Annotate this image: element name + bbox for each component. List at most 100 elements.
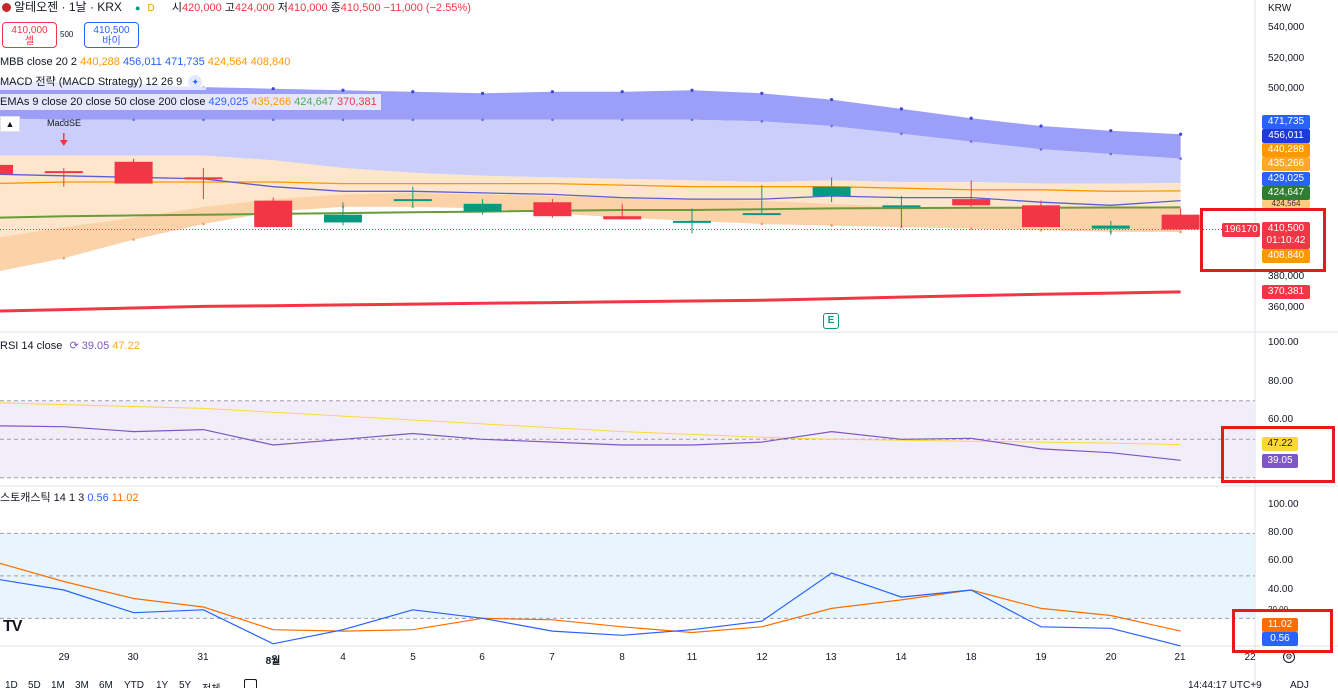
candle-body [812,186,851,196]
sell-price: 410,000 [11,25,48,36]
time-axis-label: 13 [825,652,837,663]
price-tag-bb-mid: 440,288 [1262,143,1310,157]
utc-clock[interactable]: 14:44:17 UTC+9 [1188,680,1262,688]
ohlc-values: 시420,000 고424,000 저410,000 종410,500 −11,… [171,2,471,14]
bar-countdown: 01:10:42 [1266,235,1306,246]
range-button-6m[interactable]: 6M [99,680,113,688]
buy-label: 바이 [102,36,121,47]
candle-body [184,177,223,180]
bb-outer-lower-band [0,192,1181,271]
time-axis-label: 20 [1105,652,1117,663]
price-tag-ema9: 429,025 [1262,172,1310,186]
bb-upper1-point [481,118,484,122]
bb-lower-point [969,227,973,230]
candle-body [533,202,572,217]
stoch-axis-label: 40.00 [1268,584,1294,595]
candle-body [1091,225,1130,229]
range-button-1m[interactable]: 1M [51,680,65,688]
bb-upper1-point [690,118,694,122]
legend-macd-strategy[interactable]: MACD 전략 (MACD Strategy) 12 26 9 ✦ [0,74,207,90]
bb-lower-point [132,238,135,241]
refresh-icon[interactable]: ⟳ [69,340,79,352]
stoch-axis-label: 60.00 [1268,555,1294,566]
bb-upper-point [1179,132,1183,136]
symbol-title[interactable]: 알테오젠 · 1날 · KRX [14,0,122,14]
ema200-line [0,290,1181,313]
candle-body [882,205,921,208]
range-button-1d[interactable]: 1D [5,680,18,688]
volume-tag: 196170 [1222,223,1260,237]
buy-button[interactable]: 410,500 바이 [84,22,139,48]
annotation-box-stochastic [1232,609,1333,653]
bb-lower-point [830,224,833,227]
calendar-icon[interactable] [244,679,257,688]
candle-body [114,161,153,184]
bb-upper-point [1109,129,1113,133]
candle-body [1022,205,1060,228]
adj-toggle[interactable]: ADJ [1290,680,1309,688]
bb-inner-upper-band [0,118,1181,184]
candle-body [44,171,83,174]
legend-rsi[interactable]: RSI 14 close ⟳ 39.05 47.22 [0,338,144,354]
order-quantity[interactable]: 500 [60,30,74,39]
time-axis-label: 7 [549,652,555,663]
range-button-ytd[interactable]: YTD [124,680,144,688]
time-axis-label: 14 [895,652,907,663]
time-axis-label: 8월 [265,656,281,667]
price-axis-label: 380,000 [1268,271,1305,282]
stoch-axis-label: 80.00 [1268,527,1294,538]
range-button-3m[interactable]: 3M [75,680,89,688]
time-axis-label: 30 [127,652,139,663]
symbol-header: 알테오젠 · 1날 · KRX ● D 시420,000 고424,000 저4… [2,0,471,16]
bb-upper1-point [900,132,903,136]
range-button-1y[interactable]: 1Y [156,680,169,688]
bb-upper-point [341,88,345,92]
bb-lower-point [62,256,66,260]
bb-upper1-point [1109,152,1113,156]
candle-body [1161,214,1200,230]
bb-upper1-point [341,118,345,122]
price-tag-bb-lower1: 424,564 [1262,200,1310,208]
tradingview-logo[interactable]: TV [3,618,22,635]
rsi-axis-label: 100.00 [1268,337,1299,348]
bb-upper1-point [132,118,135,122]
collapse-legend-chevron-up-icon[interactable]: ▲ [0,116,20,132]
legend-emas[interactable]: EMAs 9 close 20 close 50 close 200 close… [0,94,381,110]
bb-upper-point [550,90,555,94]
currency-label[interactable]: KRW [1268,3,1292,14]
bb-upper-point [899,107,904,111]
time-axis-label: 31 [197,652,209,663]
range-button-all[interactable]: 전체 [202,680,220,688]
bb-upper1-point [830,124,833,128]
rsi-axis-label: 60.00 [1268,414,1294,425]
range-button-5y[interactable]: 5Y [179,680,192,688]
price-axis-label: 360,000 [1268,302,1305,313]
bb-upper1-point [1179,157,1182,160]
time-axis-label: 22 [1244,652,1256,663]
stoch-k-tag: 0.56 [1262,632,1298,646]
price-tag-bb-upper2: 471,735 [1262,115,1310,129]
bb-lower-point [1179,230,1182,234]
earnings-icon[interactable]: E [823,313,839,329]
legend-stochastic[interactable]: 스토캐스틱 14 1 3 0.56 11.02 [0,490,143,506]
bb-upper1-point [969,140,973,143]
rsi-ma-tag: 47.22 [1262,437,1298,451]
bb-lower-point [202,222,205,226]
candle-body [0,164,13,175]
legend-mbb[interactable]: MBB close 20 2 440,288 456,011 471,735 4… [0,54,295,70]
stoch-d-tag: 11.02 [1262,618,1298,632]
bb-upper1-point [551,118,554,122]
bb-upper1-point [1039,148,1043,151]
bb-upper-point [969,116,973,120]
bb-upper-point [411,90,415,94]
bb-upper1-point [202,118,205,122]
sparkle-icon[interactable]: ✦ [188,75,203,89]
time-axis-label: 21 [1174,652,1186,663]
sell-button[interactable]: 410,000 셀 [2,22,57,48]
annotation-box-price [1200,208,1326,272]
range-button-5d[interactable]: 5D [28,680,41,688]
bb-upper-point [620,90,624,94]
bb-upper-point [1039,124,1043,128]
